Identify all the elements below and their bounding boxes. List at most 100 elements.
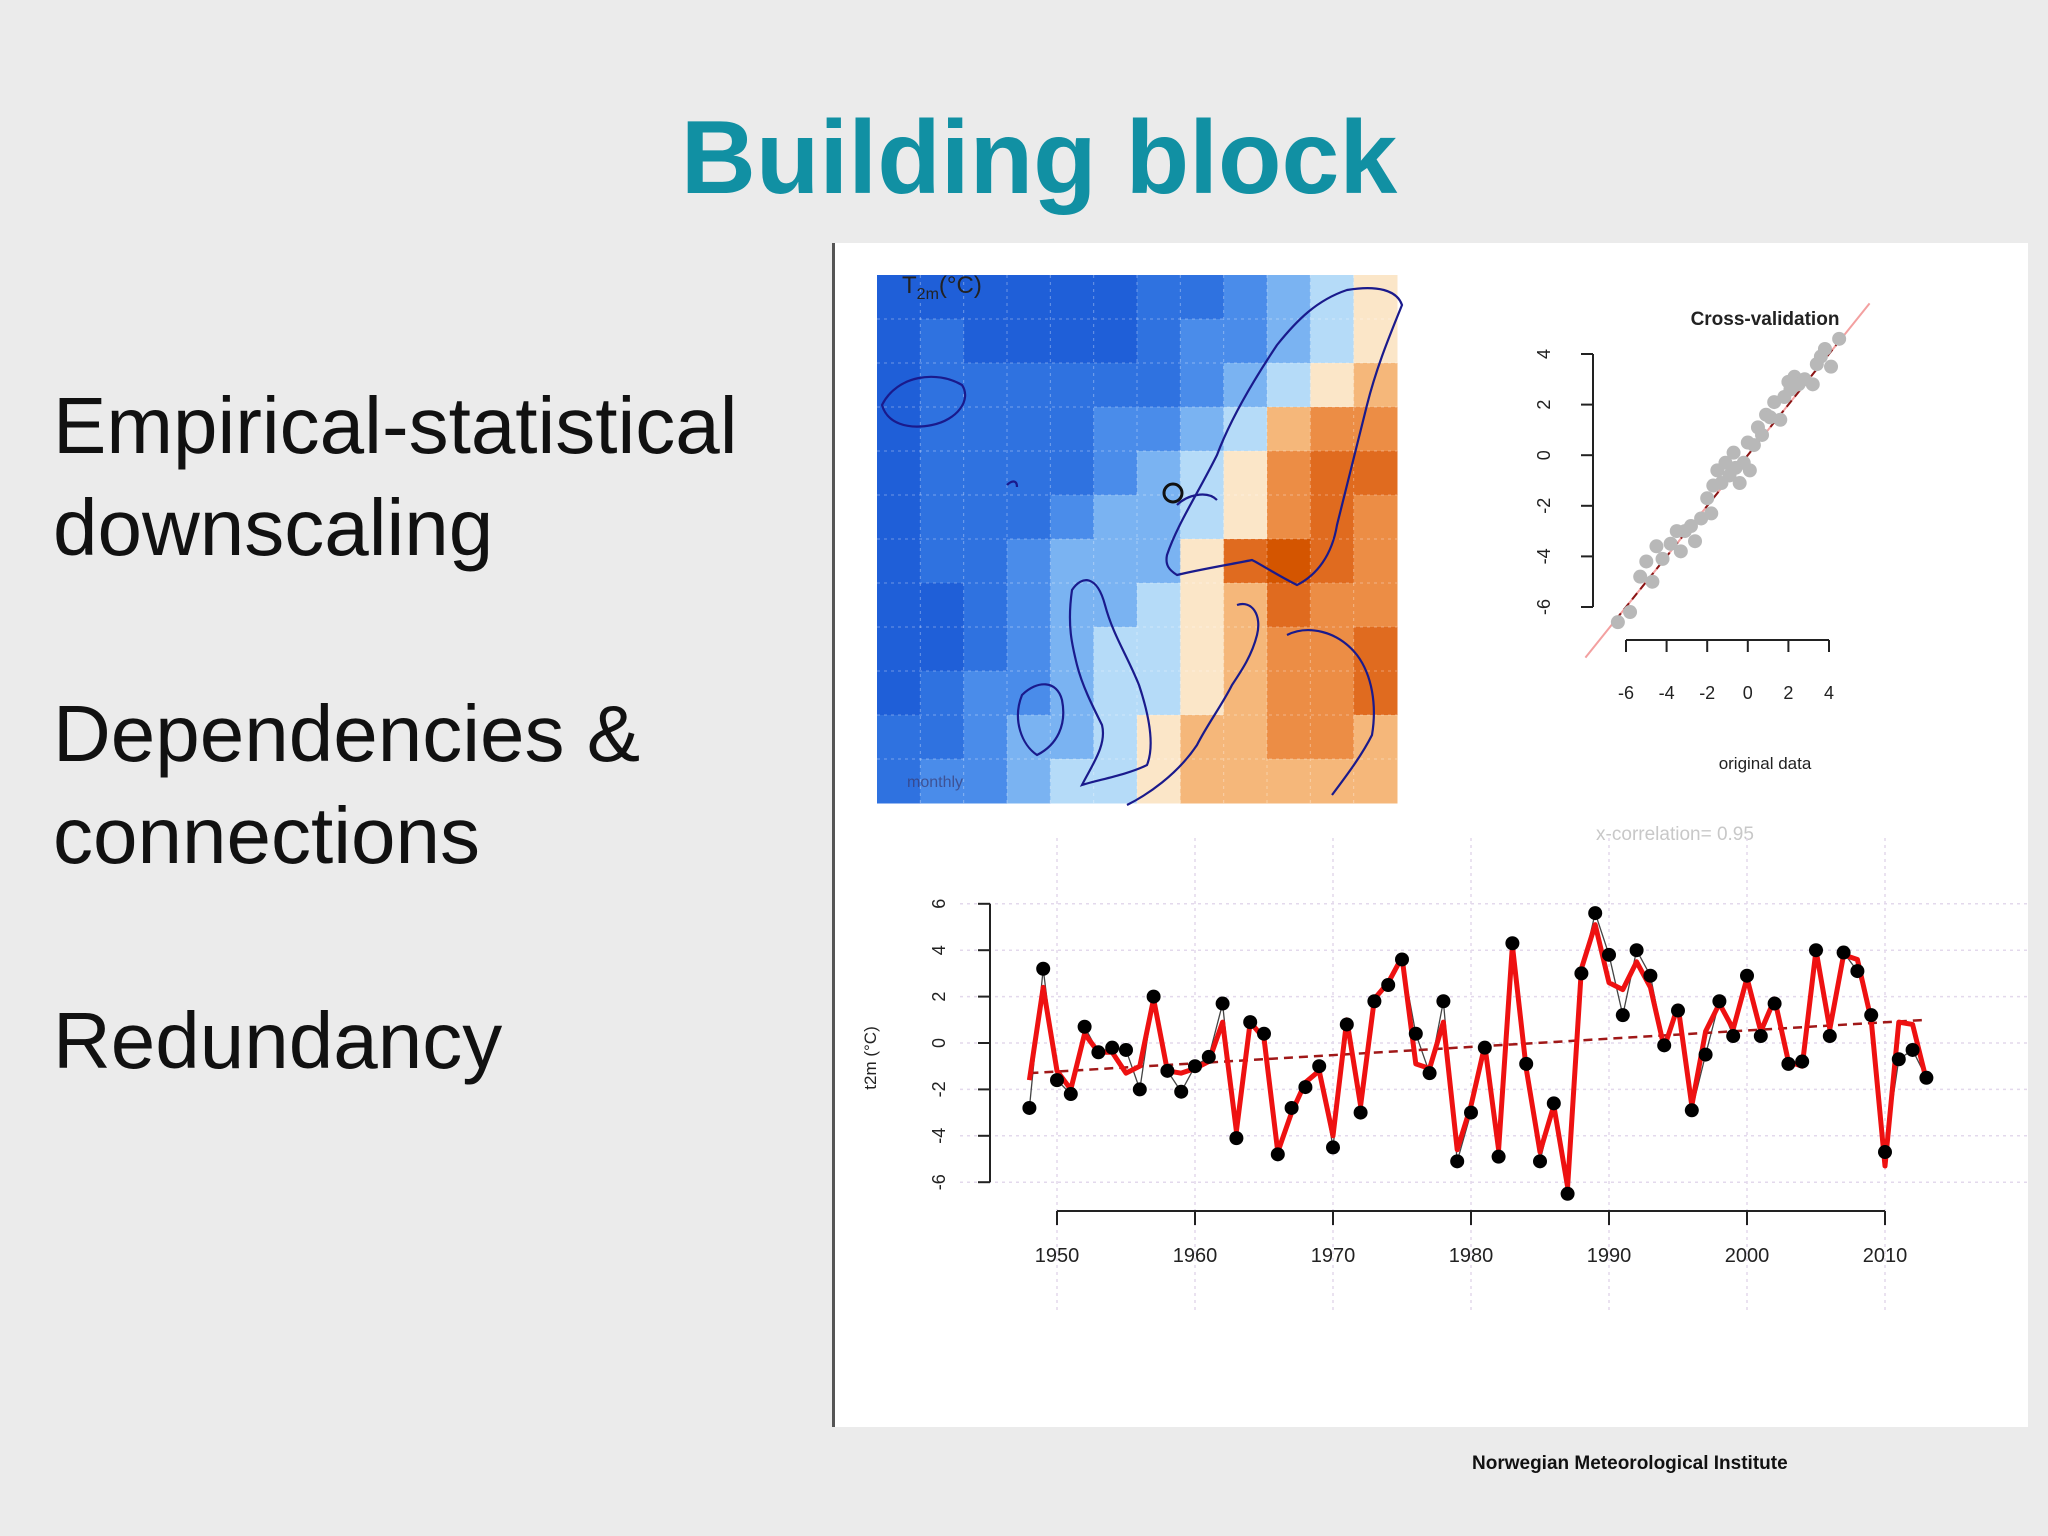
scatter-y-tick-label: -4 [1534,548,1554,564]
map-cell [1093,363,1138,408]
map-cell [1137,407,1181,452]
scatter-y-tick-label: 4 [1534,349,1554,359]
observed-point [1588,906,1603,921]
map-cell [1353,715,1398,760]
map-cell [1050,627,1095,672]
observed-point [1022,1100,1037,1115]
scatter-point [1755,427,1770,442]
map-cell [1267,451,1311,496]
map-cell [1353,627,1398,672]
observed-point [1712,994,1727,1009]
ts-x-tick-label: 1980 [1449,1245,1494,1267]
bullet-line: Empirical-statistical [53,381,738,470]
map-cell [1310,363,1355,408]
observed-point [1160,1063,1175,1078]
timeseries-chart: 1950 1960 1970 1980 1990 2000 2010 -6 -4 -2 0 2 4 6 t… [861,838,2028,1311]
observed-point [1919,1070,1934,1085]
map-cell [1093,759,1138,804]
map-cell [1223,671,1268,716]
scatter-point [1655,551,1670,566]
map-cell [1180,671,1225,716]
map-cell [1050,539,1095,584]
scatter-x-tick-label: -6 [1618,683,1634,703]
observed-point [1091,1045,1106,1060]
observed-point [1408,1026,1423,1041]
map-cell [920,539,965,584]
scatter-points [1610,331,1847,630]
map-cell [1180,627,1225,672]
map-cell [920,363,965,408]
observed-point [1795,1054,1810,1069]
ts-y-tick-label: -6 [929,1174,949,1190]
map-cell [1050,319,1095,364]
map-cell [1353,319,1398,364]
map-cell [1007,363,1051,408]
map-cell [1310,319,1355,364]
map-cell [920,715,965,760]
map-cell [1267,539,1311,584]
map-cell [877,627,921,672]
observed-point [1353,1105,1368,1120]
map-cell [1093,451,1138,496]
map-cell [1310,759,1355,804]
ts-y-tick-label: 4 [929,945,949,955]
scatter-point [1824,359,1839,374]
observed-point [1822,1029,1837,1044]
observed-point [1753,1029,1768,1044]
map-cell [920,407,965,452]
observed-point [1284,1100,1299,1115]
observed-point [1505,936,1520,951]
observed-point [1491,1149,1506,1164]
map-cell [1353,363,1398,408]
map-cell [963,627,1008,672]
observed-point [1850,964,1865,979]
scatter-point [1645,574,1660,589]
ts-x-tick-label: 1990 [1587,1245,1632,1267]
map-cell [1180,539,1225,584]
scatter-y-tick-label: 0 [1534,450,1554,460]
map-cell [877,495,921,540]
observed-point [1229,1131,1244,1146]
bullet-line: Redundancy [53,996,503,1085]
map-cell [1007,451,1051,496]
observed-point [1602,947,1616,962]
observed-point [1560,1186,1575,1201]
observed-point [1546,1096,1561,1111]
map-cell [1180,759,1225,804]
map-cell [1180,451,1225,496]
scatter-point [1673,544,1688,559]
map-cell [1137,319,1181,364]
map-cell [1093,583,1138,628]
ts-y-tick-label: 6 [929,899,949,909]
map-cell [1310,495,1355,540]
map-cell [1180,407,1225,452]
map-cell [963,407,1008,452]
observed-point [1878,1145,1892,1160]
map-cell [1267,407,1311,452]
scatter-x-tick-label: 0 [1743,683,1753,703]
scatter-xlabel: original data [1719,754,1812,773]
map-cell [963,495,1008,540]
observed-point [1174,1084,1189,1099]
observed-point [1643,968,1658,983]
observed-point [1422,1066,1437,1081]
observed-point [1781,1056,1796,1071]
map-cell [920,319,965,364]
scatter-point [1663,536,1678,551]
observed-point [1243,1015,1258,1030]
observed-point [1464,1105,1478,1120]
map-cell [1093,407,1138,452]
map-cell [963,671,1008,716]
ts-grid [960,838,2028,1311]
map-cell [1180,275,1225,320]
map-watermark: monthly [907,774,963,791]
observed-point [1519,1056,1534,1071]
observed-point [1533,1154,1547,1169]
observed-point [1698,1047,1713,1062]
observed-point [1188,1059,1202,1074]
footer-institute: Norwegian Meteorological Institute [1472,1453,1788,1474]
bullet-empirical-statistical-downscaling: Empirical-statistical downscaling [53,375,738,579]
map-cell [1137,671,1181,716]
ts-y-tick-label: -4 [929,1128,949,1144]
cross-validation-chart: Cross-validation original data x-correla… [1534,302,1871,845]
